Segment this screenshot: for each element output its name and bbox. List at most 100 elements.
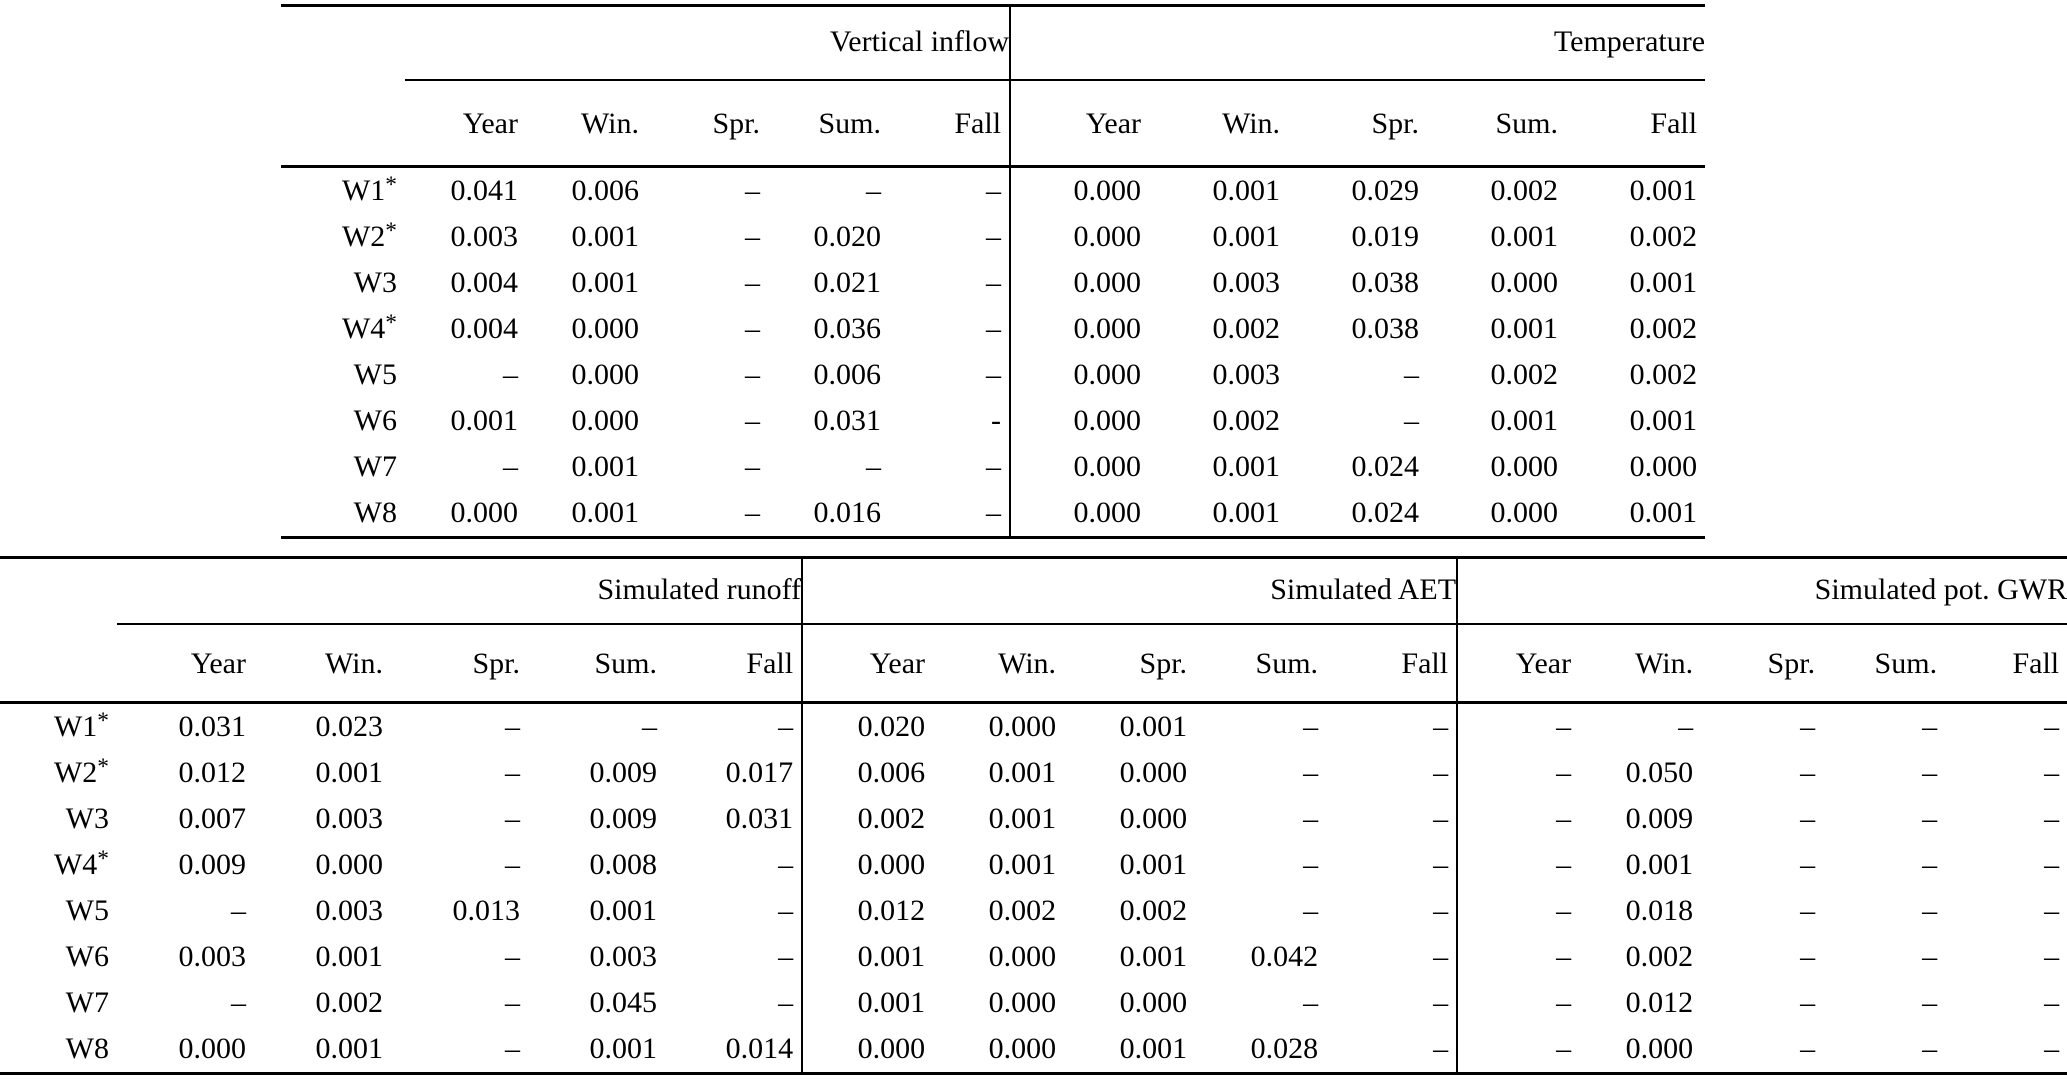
value-cell: 0.024 (1288, 490, 1428, 539)
value-cell: 0.002 (1119, 894, 1188, 927)
value-cell: 0.031 (178, 710, 247, 743)
col-header-spring: Spr. (391, 624, 528, 704)
value-cell: 0.003 (450, 220, 519, 253)
value-cell: 0.013 (452, 894, 521, 927)
value-cell: 0.001 (528, 1026, 665, 1075)
value-cell: – (745, 174, 760, 207)
value-cell: 0.003 (589, 940, 658, 973)
row-label-text: W7 (353, 450, 397, 483)
row-label-text: W3 (353, 266, 397, 299)
col-header-spring: Spr. (1288, 80, 1428, 168)
col-header-fall: Fall (1945, 624, 2067, 704)
row-label: W5 (0, 888, 117, 934)
value-cell: 0.006 (801, 750, 934, 796)
value-cell: 0.000 (1490, 450, 1559, 483)
table-row: W8 0.000 0.001–0.016–0.000 0.001 0.024 0.000 0… (281, 490, 1706, 539)
value-cell: – (505, 940, 520, 973)
row-label-text: W6 (353, 404, 397, 437)
value-cell: – (1922, 756, 1938, 789)
value-cell: 0.001 (450, 404, 519, 437)
value-cell: – (642, 710, 657, 743)
col-header-winter: Win. (254, 624, 391, 704)
value-cell: – (1303, 894, 1319, 927)
value-cell: – (866, 174, 881, 207)
value-cell: 0.000 (1119, 756, 1188, 789)
value-cell: – (1404, 358, 1420, 391)
value-cell: 0.003 (315, 802, 384, 835)
value-cell: 0.000 (1119, 802, 1188, 835)
value-cell: – (1456, 796, 1580, 842)
row-label-text: W4 (53, 848, 98, 881)
value-cell: 0.006 (571, 174, 640, 207)
value-cell: – (778, 894, 794, 927)
value-cell: – (1456, 934, 1580, 980)
value-cell: – (1456, 888, 1580, 934)
value-cell: 0.000 (1009, 444, 1150, 490)
col-header-fall: Fall (665, 624, 803, 704)
value-cell: – (231, 986, 246, 1019)
value-cell: 0.038 (1351, 266, 1420, 299)
value-cell: 0.009 (589, 756, 658, 789)
value-cell: – (745, 450, 760, 483)
value-cell: 0.002 (1212, 312, 1281, 345)
value-cell: – (1701, 1026, 1824, 1075)
row-label-text: W2 (341, 220, 386, 253)
value-cell: 0.012 (801, 888, 934, 934)
col-header-summer: Sum. (1823, 624, 1946, 704)
star-marker: * (385, 172, 397, 199)
value-cell: 0.003 (1212, 358, 1281, 391)
col-header-winter: Win. (933, 624, 1065, 704)
group-header-simulated-runoff: Simulated runoff (117, 557, 803, 625)
value-cell: – (778, 710, 794, 743)
value-cell: 0.002 (1629, 312, 1698, 345)
col-header-winter: Win. (526, 80, 647, 168)
value-cell: 0.001 (1490, 312, 1559, 345)
value-cell: – (1456, 980, 1580, 1026)
value-cell: 0.000 (1119, 986, 1188, 1019)
value-cell: 0.012 (178, 756, 247, 789)
value-cell: 0.000 (571, 358, 640, 391)
row-label-text: W3 (65, 802, 109, 835)
value-cell: - (991, 404, 1002, 437)
row-label: W7 (0, 980, 117, 1026)
value-cell: – (1800, 802, 1816, 835)
col-header-fall: Fall (889, 80, 1011, 168)
value-cell: 0.001 (988, 802, 1057, 835)
value-cell: 0.042 (1250, 940, 1319, 973)
value-cell: – (986, 220, 1002, 253)
value-cell: 0.041 (450, 174, 519, 207)
col-header-summer: Sum. (1195, 624, 1327, 704)
value-cell: – (505, 848, 520, 881)
row-label: W8 (281, 490, 405, 539)
value-cell: 0.001 (315, 756, 384, 789)
value-cell: – (1922, 710, 1938, 743)
value-cell: – (2044, 894, 2060, 927)
top-table-body: W1* 0.041 0.006– – –0.000 0.001 0.029 0.002 0.00… (281, 166, 1706, 539)
value-cell: 0.000 (988, 710, 1057, 743)
value-cell: 0.006 (813, 358, 882, 391)
value-cell: 0.002 (1629, 358, 1698, 391)
value-cell: – (503, 358, 518, 391)
value-cell: 0.000 (801, 842, 934, 888)
value-cell: 0.020 (813, 220, 882, 253)
value-cell: – (1800, 894, 1816, 927)
value-cell: – (1823, 1026, 1946, 1075)
group-header-row: Simulated runoff Simulated AET Simulated… (0, 557, 2067, 625)
star-marker: * (385, 310, 397, 337)
value-cell: 0.009 (178, 848, 247, 881)
value-cell: 0.003 (1212, 266, 1281, 299)
value-cell: 0.001 (1629, 404, 1698, 437)
value-cell: – (1922, 848, 1938, 881)
value-cell: 0.000 (1009, 166, 1150, 214)
value-cell: 0.001 (254, 1026, 391, 1075)
table-row: W5–0.003 0.013 0.001–0.012 0.002 0.002– – –0.0… (0, 888, 2067, 934)
value-cell: 0.021 (813, 266, 882, 299)
col-header-year: Year (1009, 80, 1150, 168)
row-label: W6 (281, 398, 405, 444)
table-row: W7–0.002–0.045–0.001 0.000 0.000– – –0.012– –… (0, 980, 2067, 1026)
value-cell: 0.002 (315, 986, 384, 1019)
value-cell: 0.001 (526, 490, 647, 539)
value-cell: 0.009 (1625, 802, 1694, 835)
value-cell: 0.000 (801, 1026, 934, 1075)
